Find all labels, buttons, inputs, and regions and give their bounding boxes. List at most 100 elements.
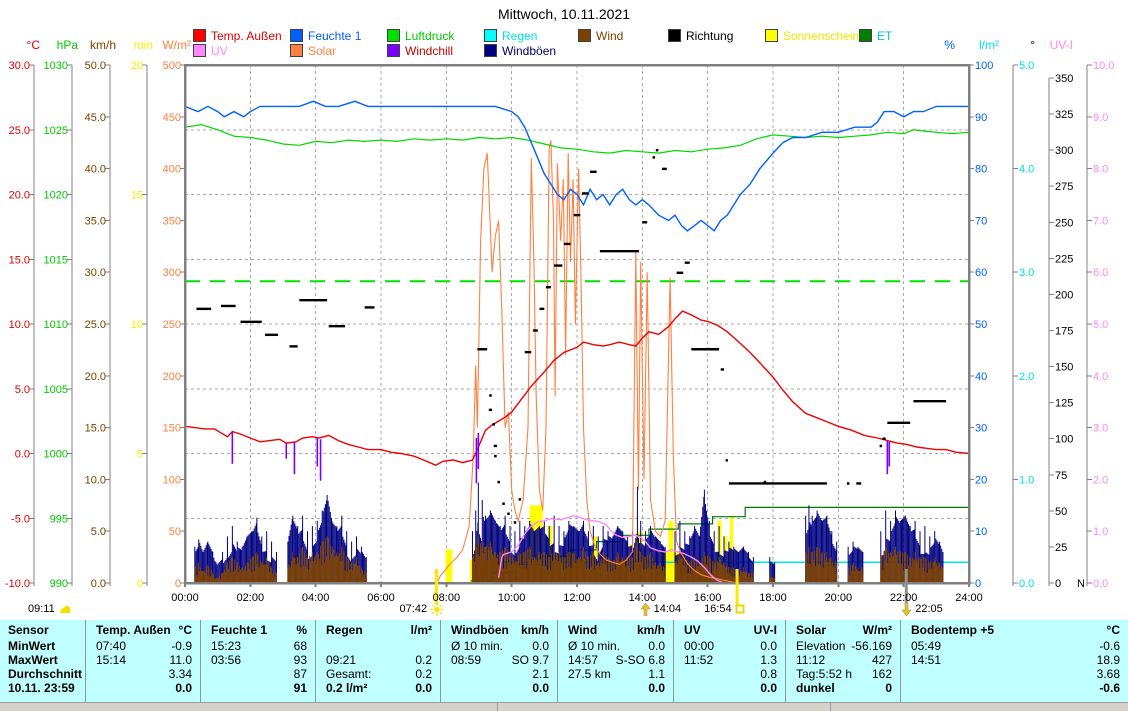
stats-column-unit: km/h bbox=[636, 623, 665, 637]
x-axis-tick-label: 16:00 bbox=[694, 592, 722, 604]
axis-solar-tick-label: 400 bbox=[163, 164, 181, 176]
stat-cell-time: 14:57 bbox=[568, 653, 599, 667]
legend-item-sonnenschein: Sonnenschein bbox=[765, 28, 860, 43]
stat-cell-value: 18.9 bbox=[1096, 653, 1120, 667]
x-axis-tick-label: 12:00 bbox=[563, 592, 591, 604]
stats-column-solar: Solar W/m² Elevation -56.169 11:12 427 Tag:5:5… bbox=[785, 620, 900, 702]
legend-item-richtung: Richtung bbox=[668, 28, 734, 43]
legend-label: Richtung bbox=[686, 28, 734, 43]
axis-temp-tick-label: 20.0 bbox=[9, 190, 30, 202]
astro-marker-time: 07:42 bbox=[399, 603, 428, 615]
axis-solar-tick-label: 150 bbox=[163, 423, 181, 435]
series-windchill bbox=[231, 431, 891, 484]
axis-hum-tick-label: 0 bbox=[975, 578, 981, 590]
legend-item-windb-en: Windböen bbox=[484, 43, 557, 58]
axis-dir-tick-label: 300 bbox=[1055, 145, 1073, 157]
legend-swatch-icon bbox=[290, 44, 303, 57]
series-windboen_wind bbox=[194, 482, 944, 583]
stat-cell-time: 15:23 bbox=[211, 639, 242, 653]
legend-label: Feuchte 1 bbox=[308, 28, 362, 43]
stat-cell-value: -56.169 bbox=[851, 639, 892, 653]
stat-cell-value: 3.68 bbox=[1096, 667, 1120, 681]
stat-cell-value: 0.2 bbox=[415, 653, 432, 667]
legend-label: Windchill bbox=[405, 43, 454, 58]
series-temp bbox=[184, 310, 970, 466]
axis-uv-tick-label: 10.0 bbox=[1093, 60, 1114, 72]
axis-wind-tick-label: 15.0 bbox=[85, 423, 106, 435]
stat-cell-time: 11:52 bbox=[684, 653, 714, 667]
legend-item-temp-au-en: Temp. Außen bbox=[193, 28, 282, 43]
legend-item-et: ET bbox=[859, 29, 892, 43]
stat-cell-value: 1.3 bbox=[760, 653, 777, 667]
stats-column-unit: °C bbox=[178, 623, 192, 637]
axis-hum-tick-label: 70 bbox=[975, 215, 987, 227]
axis-temp-unit-label: °C bbox=[27, 38, 41, 52]
stat-cell-time: 00:00 bbox=[684, 639, 715, 653]
legend-label: Temp. Außen bbox=[211, 28, 282, 43]
axis-solar-tick-label: 450 bbox=[163, 112, 181, 124]
axis-sun-tick-label: 5 bbox=[137, 449, 143, 461]
axis-temp-tick-label: 15.0 bbox=[9, 254, 30, 266]
weather-chart: 30.025.020.015.010.05.00.0-5.0-10.0°C103… bbox=[5, 38, 1114, 605]
axis-pressure-tick-label: 1020 bbox=[44, 190, 68, 202]
axis-pressure-tick-label: 1000 bbox=[44, 449, 68, 461]
stats-row-label: Durchschnitt bbox=[8, 667, 83, 681]
stat-cell-value: 0.0 bbox=[648, 681, 665, 695]
axis-dir-tick-label: 25 bbox=[1055, 542, 1067, 554]
legend-item-luftdruck: Luftdruck bbox=[387, 29, 454, 43]
axis-wind: 50.0 45.0 40.0 35.0 30.0 25.0 20.0 15.0 10.0 5.0 0… bbox=[85, 38, 116, 590]
stats-row-label: 10.11. 23:59 bbox=[8, 681, 75, 695]
stats-column-header: Feuchte 1 bbox=[211, 623, 268, 637]
legend-label: Windböen bbox=[502, 43, 557, 58]
axis-hum-tick-label: 30 bbox=[975, 423, 987, 435]
stats-column-unit: km/h bbox=[520, 623, 549, 637]
astro-marker-time: 16:54 bbox=[704, 603, 732, 615]
stat-cell-time: 07:40 bbox=[96, 639, 127, 653]
legend-swatch-icon bbox=[193, 44, 206, 57]
page-title: Mittwoch, 10.11.2021 bbox=[497, 6, 631, 22]
x-axis-tick-label: 04:00 bbox=[302, 592, 330, 604]
axis-hum-unit-label: % bbox=[944, 38, 955, 52]
axis-rain-tick-label: 4.0 bbox=[1019, 164, 1034, 176]
axis-rain-unit-label: l/m² bbox=[979, 38, 999, 52]
astro-marker-time: 22:05 bbox=[915, 603, 943, 615]
axis-solar-tick-label: 0 bbox=[175, 578, 181, 590]
astro-marker-14-04: 14:04 bbox=[640, 602, 681, 616]
axis-hum-tick-label: 80 bbox=[975, 164, 987, 176]
stat-cell-time: 09:21 bbox=[326, 653, 357, 667]
x-axis-tick-label: 18:00 bbox=[759, 592, 787, 604]
axis-dir-tick-label: 0 bbox=[1055, 578, 1061, 590]
axis-solar-tick-label: 300 bbox=[163, 267, 181, 279]
axis-uv-tick-label: 1.0 bbox=[1093, 526, 1108, 538]
moonrise-icon bbox=[640, 602, 651, 616]
stats-column-unit: l/m² bbox=[410, 623, 432, 637]
stat-cell-value: 0.8 bbox=[760, 667, 777, 681]
stat-cell-value: 0.0 bbox=[760, 639, 777, 653]
axis-hum-tick-label: 90 bbox=[975, 112, 987, 124]
axis-solar-tick-label: 350 bbox=[163, 215, 181, 227]
astro-marker-16-54: 16:54 bbox=[704, 602, 745, 616]
axis-dir-north-label: N bbox=[1077, 578, 1085, 590]
stat-cell-value: 91 bbox=[293, 681, 307, 695]
axis-sun-tick-label: 15 bbox=[131, 190, 143, 202]
stats-row-label-column: Sensor MinWert MaxWert Durchschnitt 10.11. 2… bbox=[0, 620, 85, 702]
legend-label: Sonnenschein bbox=[783, 28, 860, 43]
axis-dir-tick-label: 175 bbox=[1055, 326, 1073, 338]
axis-uv-tick-label: 2.0 bbox=[1093, 474, 1108, 486]
stats-row-label: MinWert bbox=[8, 639, 56, 653]
moonset-icon bbox=[901, 602, 912, 616]
axis-rain-tick-label: 2.0 bbox=[1019, 371, 1034, 383]
status-bar-divider bbox=[830, 703, 831, 711]
axis-temp-tick-label: 5.0 bbox=[15, 384, 30, 396]
stat-cell-value: 87 bbox=[293, 667, 307, 681]
x-axis-tick-label: 14:00 bbox=[629, 592, 657, 604]
axis-wind-tick-label: 5.0 bbox=[91, 526, 106, 538]
axis-pressure-tick-label: 1025 bbox=[44, 125, 68, 137]
stat-cell-value: 2.1 bbox=[532, 667, 549, 681]
legend-swatch-icon bbox=[387, 44, 400, 57]
stat-cell-value: 162 bbox=[871, 667, 892, 681]
stats-column-temp-au-en: Temp. Außen °C 07:40 -0.9 15:14 11.0 3.34 0.0 bbox=[85, 620, 200, 702]
axis-dir-tick-label: 75 bbox=[1055, 470, 1067, 482]
